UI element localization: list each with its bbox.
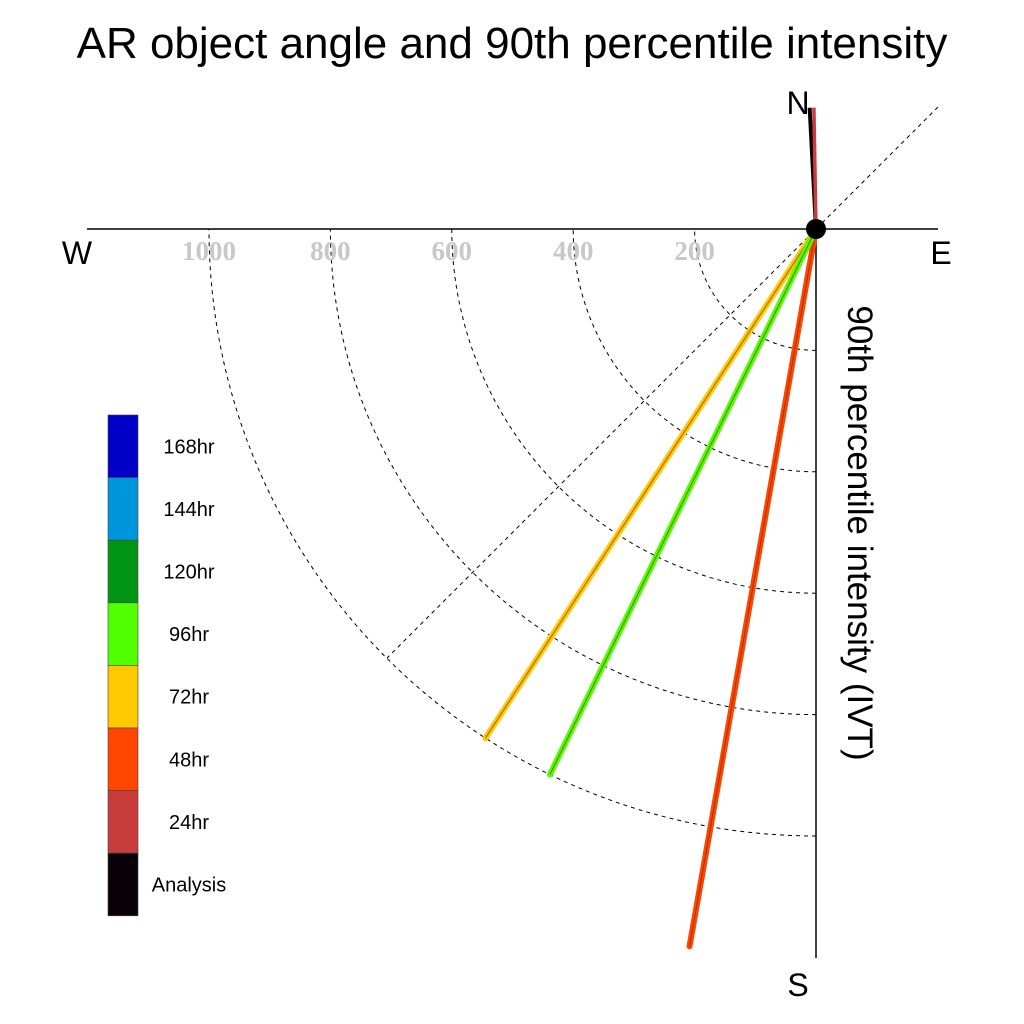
legend-label-168hr: 168hr: [163, 436, 214, 458]
series-line-core-48hr: [688, 228, 817, 947]
series-lines: [482, 107, 819, 950]
legend-label-24hr: 24hr: [169, 812, 209, 834]
legend-swatch-96hr: [107, 602, 139, 666]
legend-swatch-48hr: [107, 727, 139, 791]
compass-east: E: [930, 235, 951, 271]
radial-ring-200: [694, 228, 817, 351]
polar-grid: [87, 106, 939, 958]
compass-south: S: [787, 967, 808, 1003]
radial-tick-label-200: 200: [674, 236, 715, 266]
compass-north: N: [786, 85, 809, 121]
series-line-24hr: [812, 107, 818, 230]
legend-label-120hr: 120hr: [163, 562, 214, 584]
legend-swatch-Analysis: [107, 852, 139, 917]
legend-swatch-72hr: [107, 665, 139, 729]
legend-label-144hr: 144hr: [163, 499, 214, 521]
legend-label-Analysis: Analysis: [152, 875, 226, 897]
compass-west: W: [62, 235, 93, 271]
series-line-core-72hr: [484, 228, 817, 739]
legend-swatch-168hr: [107, 414, 139, 478]
legend: 168hr 144hr 120hr 96hr 72hr 48hr 24hr Analysis: [107, 414, 226, 917]
legend-label-72hr: 72hr: [169, 687, 209, 709]
legend-swatch-120hr: [107, 539, 139, 604]
origin-marker: [806, 219, 826, 239]
legend-label-48hr: 48hr: [169, 749, 209, 771]
radial-tick-label-800: 800: [310, 236, 351, 266]
series-line-core-96hr: [549, 228, 817, 775]
radial-ring-1000: [208, 228, 817, 837]
radial-axis-label: 90th percentile intensity (IVT): [840, 305, 879, 760]
legend-swatch-24hr: [107, 790, 139, 854]
radial-tick-label-600: 600: [432, 236, 473, 266]
radial-ring-800: [329, 228, 817, 716]
radial-tick-label-400: 400: [553, 236, 594, 266]
radial-tick-labels: 200 400 600 800 1000: [182, 236, 715, 266]
legend-swatch-144hr: [107, 477, 139, 541]
legend-label-96hr: 96hr: [169, 624, 209, 646]
chart-title: AR object angle and 90th percentile inte…: [77, 19, 948, 68]
diagonal-grid-line: [386, 106, 939, 659]
radial-tick-label-1000: 1000: [182, 236, 236, 266]
